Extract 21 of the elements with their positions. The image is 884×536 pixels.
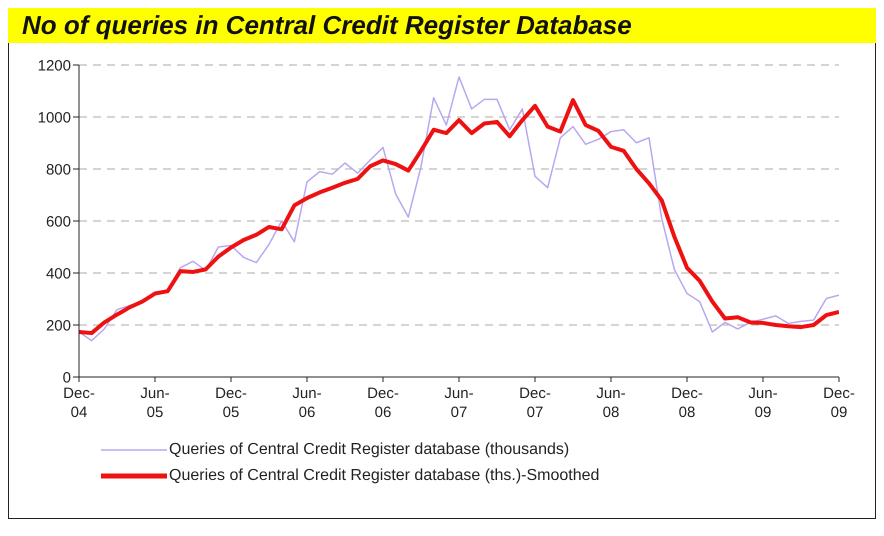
x-tick-label: Dec-08 [671, 385, 703, 421]
x-tick-label: Dec-05 [215, 385, 247, 421]
y-tick-label: 1200 [38, 57, 71, 74]
y-tick-label: 1000 [38, 109, 71, 126]
y-tick-label: 0 [62, 369, 71, 386]
x-tick-label: Dec-06 [367, 385, 399, 421]
x-tick-label: Jun-06 [292, 385, 322, 421]
x-tick-label: Jun-09 [748, 385, 778, 421]
x-tick-label: Dec-07 [519, 385, 551, 421]
legend-label: Queries of Central Credit Register database (ths.)-Smoothed [169, 467, 600, 485]
x-tick-label: Jun-05 [140, 385, 170, 421]
y-tick-label: 600 [46, 213, 71, 230]
x-tick-label: Jun-08 [596, 385, 626, 421]
x-tick-label: Dec-09 [823, 385, 855, 421]
chart-title: No of queries in Central Credit Register Database [8, 8, 876, 43]
x-tick-label: Dec-04 [63, 385, 95, 421]
y-tick-label: 800 [46, 161, 71, 178]
legend-label: Queries of Central Credit Register database (thousands) [169, 441, 570, 459]
y-tick-label: 400 [46, 265, 71, 282]
y-tick-label: 200 [46, 317, 71, 334]
x-tick-label: Jun-07 [444, 385, 474, 421]
